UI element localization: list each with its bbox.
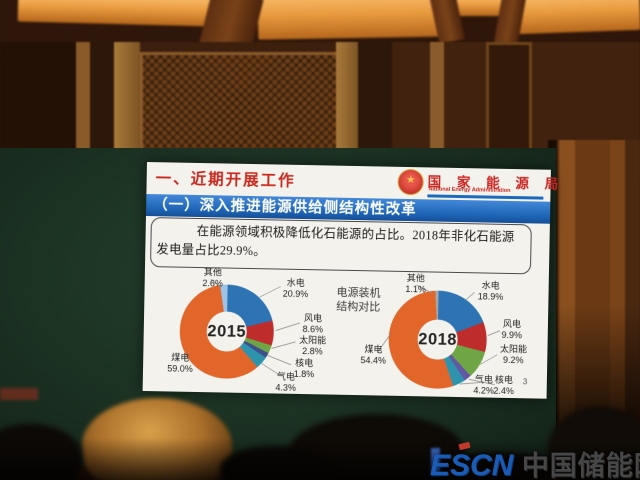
red-logo-smudge xyxy=(0,388,38,400)
agency-logo: ★ 国 家 能 源 局 National Energy Administrati… xyxy=(397,167,564,202)
donut-year-label: 2015 xyxy=(207,321,247,341)
wall-pilaster xyxy=(430,42,444,182)
ceiling-light-panel xyxy=(17,0,217,27)
emblem-star-icon: ★ xyxy=(405,173,416,187)
page-number: 3 xyxy=(522,377,528,387)
site-watermark: ESCN 中国储能网 xyxy=(430,441,640,480)
site-name: 中国储能网 xyxy=(521,451,640,480)
chart-compare-label: 电源装机 结构对比 xyxy=(320,285,397,315)
slice-label: 煤电 59.0% xyxy=(167,352,193,374)
wall-pilaster xyxy=(336,42,358,182)
slice-label: 风电 8.6% xyxy=(302,313,324,335)
national-emblem-icon: ★ xyxy=(397,168,424,196)
note-box: 在能源领域积极降低化石能源的占比。2018年非化石能源发电量占比29.9%。 xyxy=(149,217,532,275)
slice-label: 水电 20.9% xyxy=(282,277,309,299)
right-wall xyxy=(548,140,640,440)
agency-name-en: National Energy Administration xyxy=(428,186,511,194)
slice-label: 煤电 54.4% xyxy=(360,344,387,366)
logo-underline xyxy=(427,194,544,200)
ceiling-light-panel xyxy=(517,0,640,35)
slice-label: 气电 4.2% xyxy=(473,374,495,396)
slice-label: 气电 4.3% xyxy=(275,371,297,393)
bottom-shadow xyxy=(0,438,640,480)
escn-logo: ESCN xyxy=(430,449,514,480)
ceiling-light-panel xyxy=(452,0,510,16)
slice-label: 太阳能 2.8% xyxy=(299,334,327,357)
donut-year-label: 2018 xyxy=(418,329,458,349)
slice-label: 其他 2.6% xyxy=(202,267,224,289)
slice-label: 水电 18.9% xyxy=(477,280,504,302)
slide-title: 一、近期开展工作 xyxy=(155,170,296,190)
slice-label: 风电 9.9% xyxy=(501,318,523,340)
presentation-slide: 一、近期开展工作 ★ 国 家 能 源 局 National Energy Adm… xyxy=(142,162,564,399)
ceiling-light-panel xyxy=(257,0,449,40)
slice-label: 太阳能 9.2% xyxy=(499,343,528,365)
slice-label: 其他 1.1% xyxy=(405,273,426,294)
chart-compare-label-line1: 电源装机 xyxy=(336,286,381,300)
wall-pilaster xyxy=(76,42,90,182)
